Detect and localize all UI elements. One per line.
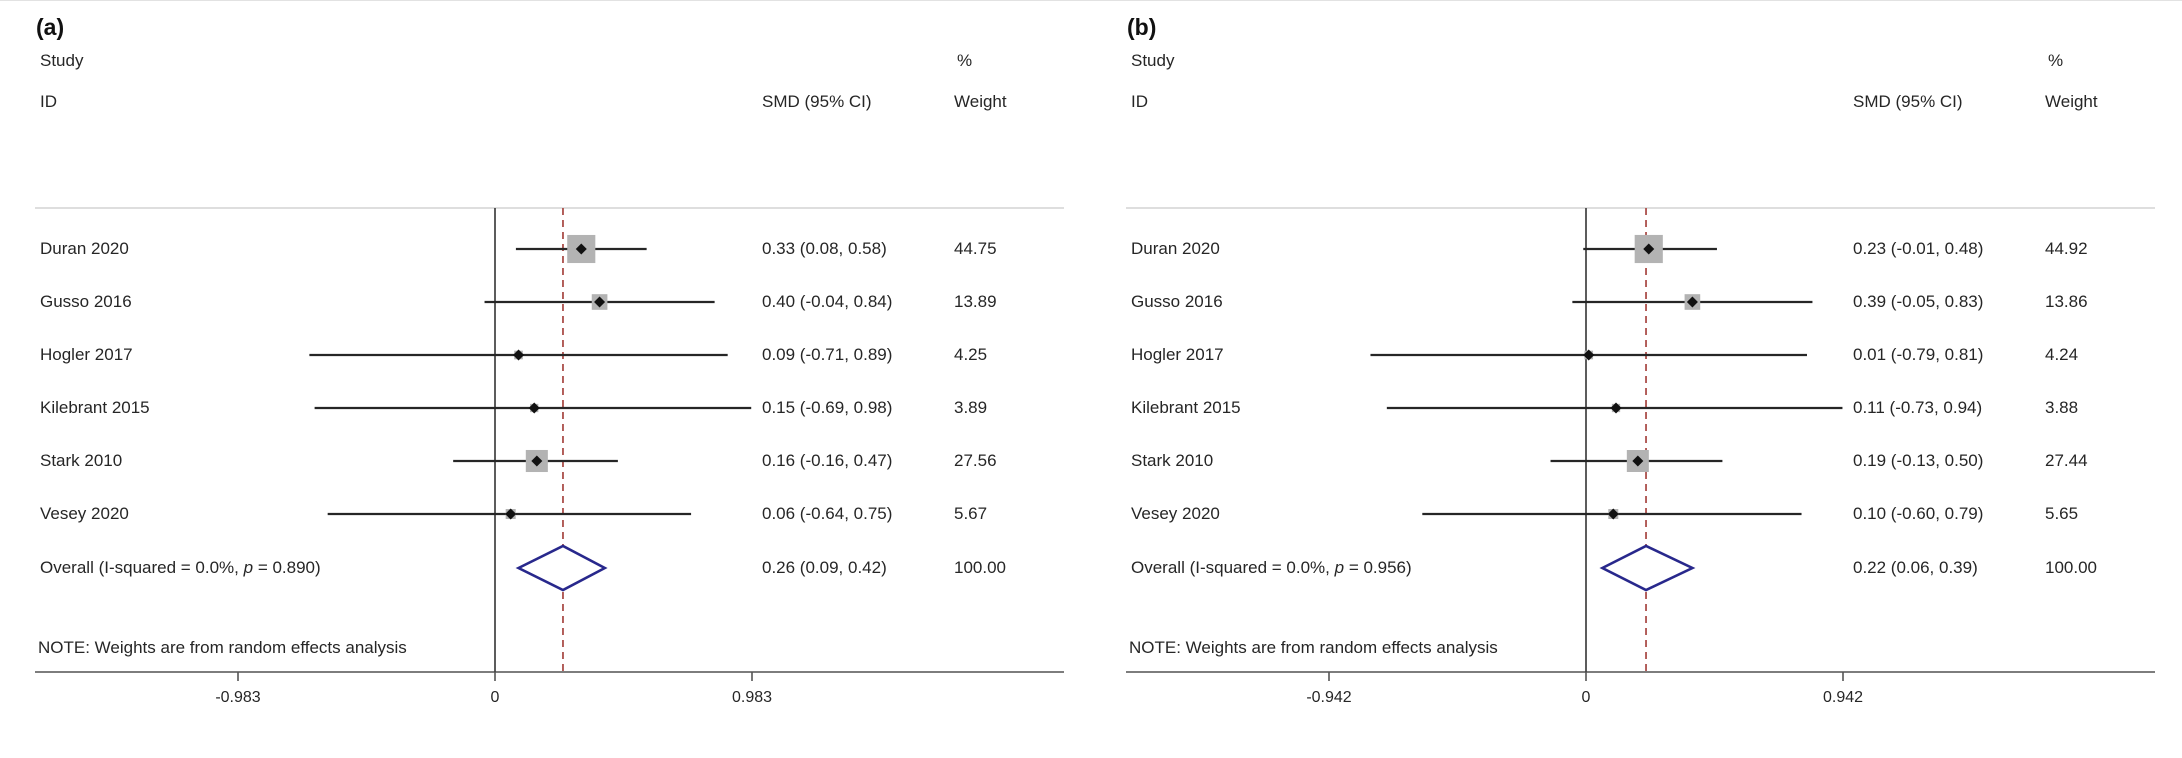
weight-value: 13.89 (954, 292, 997, 311)
study-id-label: Vesey 2020 (1131, 504, 1220, 523)
smd-ci-value: 0.33 (0.08, 0.58) (762, 239, 887, 258)
smd-ci-value: 0.10 (-0.60, 0.79) (1853, 504, 1984, 523)
axis-tick-label: 0.983 (731, 689, 773, 706)
note-text: NOTE: Weights are from random effects an… (1129, 638, 1498, 657)
point-estimate-marker (594, 296, 606, 308)
point-estimate-marker (1583, 349, 1595, 361)
point-estimate-marker (1607, 508, 1619, 520)
point-estimate-marker (531, 455, 543, 467)
point-estimate-marker (505, 508, 517, 520)
axis-tick-label: -0.942 (1306, 689, 1352, 706)
weight-value: 5.67 (954, 504, 988, 523)
point-estimate-marker (513, 349, 525, 361)
column-header-study: Study (1131, 51, 1175, 70)
axis-tick-label: 0.942 (1822, 689, 1864, 706)
figure-top-border (0, 0, 2182, 1)
smd-ci-value: 0.11 (-0.73, 0.94) (1853, 398, 1983, 417)
forest-panel-b: (b) Study ID % SMD (95% CI) Weight NOTE:… (1091, 0, 2182, 758)
point-estimate-marker (1686, 296, 1698, 308)
column-header-smd: SMD (95% CI) (1853, 92, 1963, 111)
point-estimate-marker (1632, 455, 1644, 467)
smd-ci-value: 0.01 (-0.79, 0.81) (1853, 345, 1984, 364)
weight-value: 4.25 (954, 345, 988, 364)
forest-plot (35, 207, 1064, 681)
point-estimate-marker (1610, 402, 1622, 414)
overall-weight-value: 100.00 (2045, 558, 2097, 577)
axis-tick-label: -0.983 (215, 689, 261, 706)
study-id-label: Duran 2020 (40, 239, 129, 258)
study-id-label: Hogler 2017 (40, 345, 133, 364)
smd-ci-value: 0.40 (-0.04, 0.84) (762, 292, 893, 311)
study-id-label: Gusso 2016 (40, 292, 132, 311)
column-header-weight: Weight (954, 92, 1007, 111)
column-header-study: Study (40, 51, 84, 70)
study-id-label: Stark 2010 (40, 451, 123, 470)
overall-weight-value: 100.00 (954, 558, 1006, 577)
study-id-label: Duran 2020 (1131, 239, 1220, 258)
smd-ci-value: 0.39 (-0.05, 0.83) (1853, 292, 1984, 311)
weight-value: 3.88 (2045, 398, 2079, 417)
overall-smd-ci-value: 0.22 (0.06, 0.39) (1853, 558, 1978, 577)
panel-label: (a) (36, 14, 65, 40)
point-estimate-marker (575, 243, 587, 255)
weight-value: 5.65 (2045, 504, 2079, 523)
forest-panel-a: (a) Study ID % SMD (95% CI) Weight NOTE:… (35, 14, 1064, 706)
study-id-label: Kilebrant 2015 (1131, 398, 1241, 417)
weight-value: 4.24 (2045, 345, 2079, 364)
overall-diamond (1599, 544, 1696, 592)
axis-tick-label: 0 (1581, 689, 1591, 706)
column-header-smd: SMD (95% CI) (762, 92, 872, 111)
smd-ci-value: 0.09 (-0.71, 0.89) (762, 345, 893, 364)
weight-value: 13.86 (2045, 292, 2088, 311)
column-header-weight: Weight (2045, 92, 2098, 111)
study-id-label: Hogler 2017 (1131, 345, 1224, 364)
column-header-percent: % (957, 51, 973, 70)
smd-ci-value: 0.06 (-0.64, 0.75) (762, 504, 893, 523)
smd-ci-value: 0.15 (-0.69, 0.98) (762, 398, 893, 417)
column-header-id: ID (1131, 92, 1148, 111)
study-id-label: Gusso 2016 (1131, 292, 1223, 311)
overall-diamond (515, 544, 608, 592)
study-id-label: Stark 2010 (1131, 451, 1214, 470)
column-header-percent: % (2048, 51, 2064, 70)
study-id-label: Vesey 2020 (40, 504, 129, 523)
panel-label: (b) (1127, 14, 1157, 40)
axis-tick-label: 0 (490, 689, 500, 706)
weight-value: 27.44 (2045, 451, 2088, 470)
forest-plot (1126, 207, 2155, 681)
note-text: NOTE: Weights are from random effects an… (38, 638, 407, 657)
weight-value: 3.89 (954, 398, 988, 417)
point-estimate-marker (1643, 243, 1655, 255)
weight-value: 27.56 (954, 451, 997, 470)
overall-label: Overall (I-squared = 0.0%, p = 0.890) (40, 558, 321, 577)
overall-smd-ci-value: 0.26 (0.09, 0.42) (762, 558, 887, 577)
weight-value: 44.92 (2045, 239, 2088, 258)
point-estimate-marker (528, 402, 540, 414)
study-id-label: Kilebrant 2015 (40, 398, 150, 417)
column-header-id: ID (40, 92, 57, 111)
smd-ci-value: 0.19 (-0.13, 0.50) (1853, 451, 1984, 470)
weight-value: 44.75 (954, 239, 997, 258)
smd-ci-value: 0.16 (-0.16, 0.47) (762, 451, 893, 470)
smd-ci-value: 0.23 (-0.01, 0.48) (1853, 239, 1984, 258)
overall-label: Overall (I-squared = 0.0%, p = 0.956) (1131, 558, 1412, 577)
